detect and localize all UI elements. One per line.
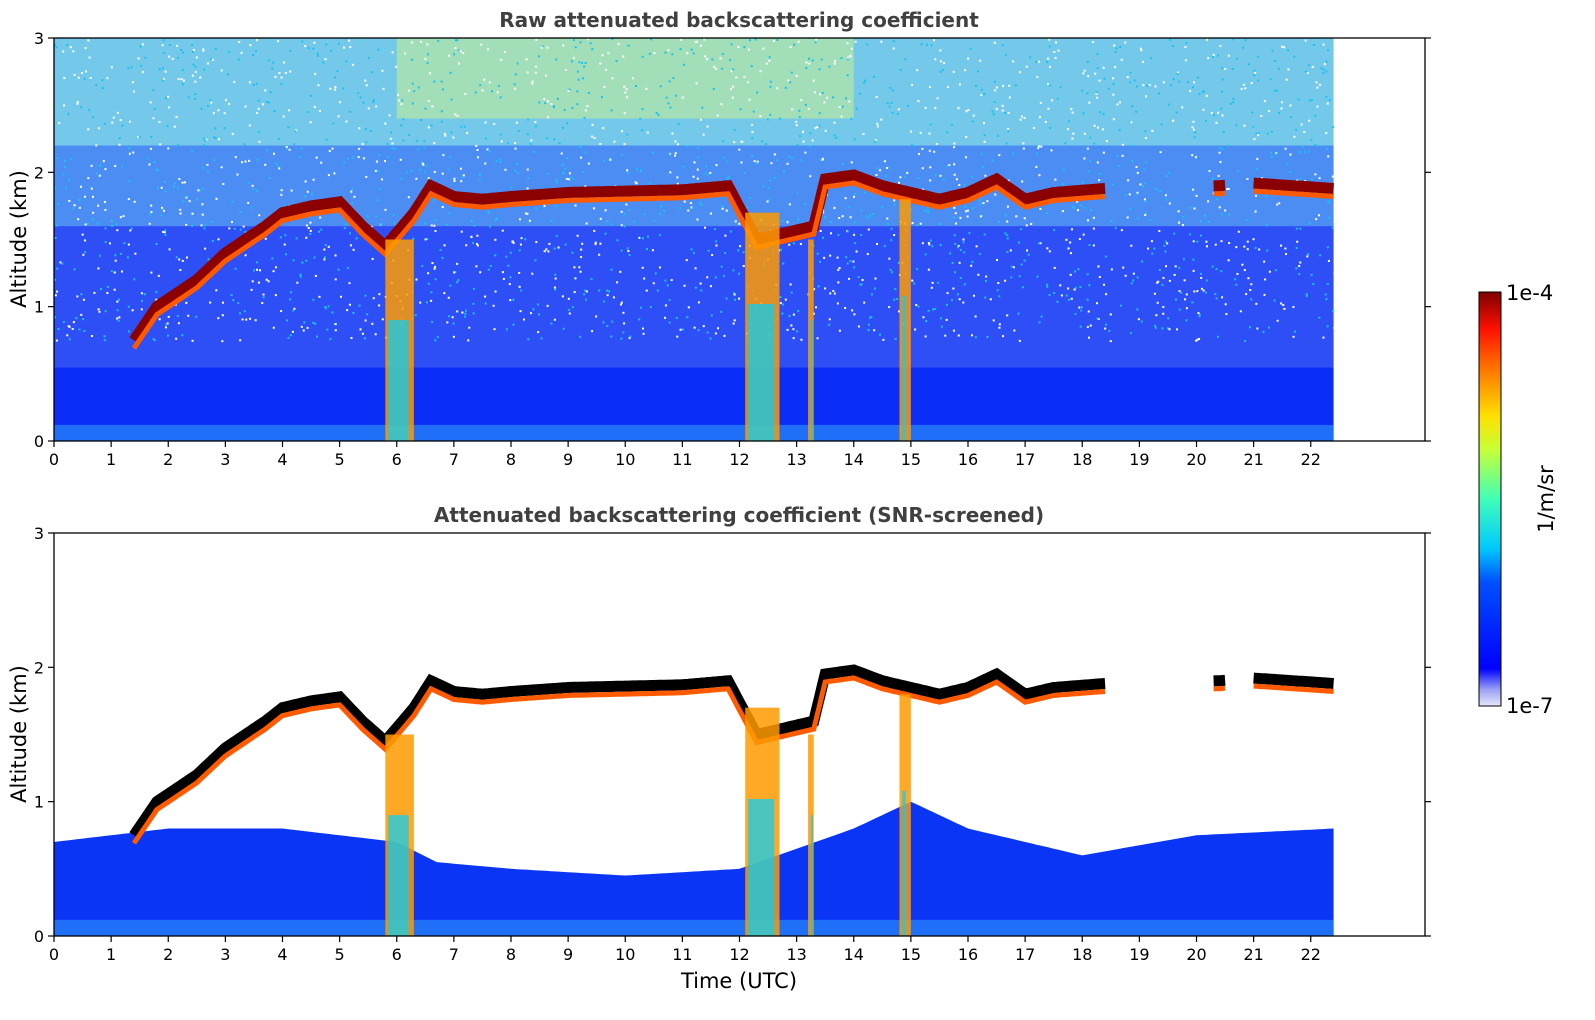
y-tick-label: 0 xyxy=(34,432,44,451)
panel-title: Raw attenuated backscattering coefficien… xyxy=(499,8,979,32)
x-tick-label: 16 xyxy=(958,450,978,469)
y-axis: 0 1 2 3 xyxy=(34,524,1431,946)
x-tick-label: 21 xyxy=(1243,945,1263,964)
x-tick-label: 7 xyxy=(449,450,459,469)
x-tick-label: 3 xyxy=(220,450,230,469)
raw-backscatter-panel: Raw attenuated backscattering coefficien… xyxy=(7,8,1431,469)
x-tick-label: 14 xyxy=(844,945,864,964)
x-tick-label: 8 xyxy=(506,945,516,964)
heatmap-image xyxy=(54,38,1336,441)
colorbar-max-label: 1e-4 xyxy=(1506,281,1553,305)
x-tick-label: 18 xyxy=(1072,945,1092,964)
x-tick-label: 3 xyxy=(220,945,230,964)
x-tick-label: 17 xyxy=(1015,945,1035,964)
x-tick-label: 12 xyxy=(729,945,749,964)
x-tick-label: 13 xyxy=(786,450,806,469)
x-tick-label: 17 xyxy=(1015,450,1035,469)
x-tick-label: 6 xyxy=(392,450,402,469)
y-axis-label: Altitude (km) xyxy=(7,665,31,803)
x-tick-label: 2 xyxy=(163,450,173,469)
x-tick-label: 20 xyxy=(1186,450,1206,469)
panel-title: Attenuated backscattering coefficient (S… xyxy=(434,503,1044,527)
x-tick-label: 4 xyxy=(277,945,287,964)
x-tick-label: 11 xyxy=(672,945,692,964)
x-tick-label: 5 xyxy=(335,450,345,469)
colorbar: 1e-4 1e-7 1/m/sr xyxy=(1478,281,1558,718)
y-tick-label: 2 xyxy=(34,163,44,182)
x-tick-label: 2 xyxy=(163,945,173,964)
x-tick-label: 8 xyxy=(506,450,516,469)
x-tick-label: 7 xyxy=(449,945,459,964)
x-tick-label: 10 xyxy=(615,945,635,964)
y-tick-label: 1 xyxy=(34,298,44,317)
y-tick-label: 2 xyxy=(34,658,44,677)
y-tick-label: 0 xyxy=(34,927,44,946)
y-tick-label: 1 xyxy=(34,793,44,812)
x-tick-label: 0 xyxy=(49,450,59,469)
colorbar-unit-label: 1/m/sr xyxy=(1534,465,1558,533)
y-tick-label: 3 xyxy=(34,29,44,48)
x-tick-label: 18 xyxy=(1072,450,1092,469)
x-tick-label: 19 xyxy=(1129,450,1149,469)
x-tick-label: 10 xyxy=(615,450,635,469)
x-tick-label: 13 xyxy=(786,945,806,964)
x-tick-label: 1 xyxy=(106,450,116,469)
colorbar-frame xyxy=(1478,291,1502,707)
x-tick-label: 1 xyxy=(106,945,116,964)
x-axis: 0 1 2 3 4 5 6 7 8 9 10 11 12 13 14 15 16 17 18 19 20 21 22 xyxy=(49,936,1321,964)
x-tick-label: 0 xyxy=(49,945,59,964)
x-tick-label: 22 xyxy=(1301,450,1321,469)
x-axis-label: Time (UTC) xyxy=(680,969,797,993)
x-tick-label: 20 xyxy=(1186,945,1206,964)
y-tick-label: 3 xyxy=(34,524,44,543)
y-axis-label: Altitude (km) xyxy=(7,170,31,308)
x-tick-label: 5 xyxy=(335,945,345,964)
colorbar-min-label: 1e-7 xyxy=(1506,694,1553,718)
x-tick-label: 11 xyxy=(672,450,692,469)
x-tick-label: 9 xyxy=(563,945,573,964)
heatmap-image xyxy=(54,664,1334,936)
x-tick-label: 15 xyxy=(901,450,921,469)
y-axis: 0 1 2 3 xyxy=(34,29,1431,451)
x-tick-label: 6 xyxy=(392,945,402,964)
x-tick-label: 14 xyxy=(844,450,864,469)
x-tick-label: 16 xyxy=(958,945,978,964)
x-tick-label: 15 xyxy=(901,945,921,964)
x-tick-label: 21 xyxy=(1243,450,1263,469)
x-tick-label: 22 xyxy=(1301,945,1321,964)
x-tick-label: 19 xyxy=(1129,945,1149,964)
x-tick-label: 9 xyxy=(563,450,573,469)
x-tick-label: 12 xyxy=(729,450,749,469)
screened-backscatter-panel: Attenuated backscattering coefficient (S… xyxy=(7,503,1431,993)
colorbar-gradient xyxy=(1479,292,1501,706)
x-axis: 0 1 2 3 4 5 6 7 8 9 10 11 12 13 14 15 16 17 18 19 20 21 22 xyxy=(49,441,1321,469)
x-tick-label: 4 xyxy=(277,450,287,469)
